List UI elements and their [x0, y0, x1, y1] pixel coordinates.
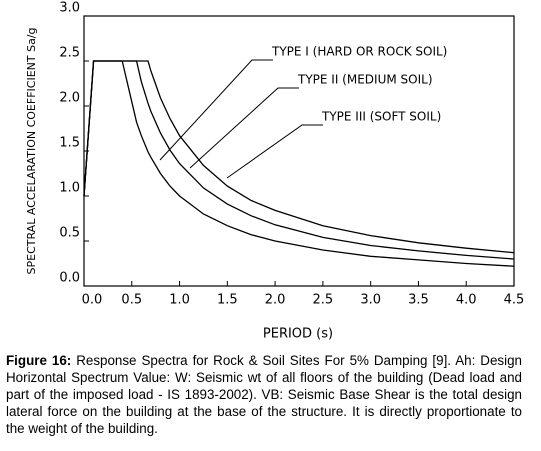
- x-tick-label: 2.0: [265, 293, 286, 308]
- x-tick-label: 1.5: [217, 293, 238, 308]
- chart: SPECTRAL ACCELARATION COEFFICIENT Sa/g P…: [25, 1, 525, 342]
- x-tick-label: 0.0: [82, 293, 103, 308]
- y-tick-label: 0.0: [59, 271, 80, 286]
- y-tick-label: 2.5: [59, 46, 80, 61]
- leader-line: [189, 87, 299, 169]
- caption-text: Response Spectra for Rock & Soil Sites F…: [6, 353, 522, 436]
- y-tick-label: 1.0: [59, 181, 80, 196]
- series-label: TYPE II (MEDIUM SOIL): [297, 73, 433, 87]
- caption-label: Figure 16:: [6, 353, 72, 368]
- y-tick-label: 0.5: [59, 226, 80, 241]
- x-tick-label: 1.0: [169, 293, 190, 308]
- x-tick-label: 4.0: [456, 293, 477, 308]
- x-axis-label: PERIOD (s): [263, 327, 333, 342]
- y-tick-label: 2.0: [59, 91, 80, 106]
- series-label: TYPE III (SOFT SOIL): [321, 110, 441, 124]
- series-label: TYPE I (HARD OR ROCK SOIL): [271, 45, 447, 59]
- leader-line: [159, 59, 273, 161]
- y-tick-label: 1.5: [59, 136, 80, 151]
- x-tick-label: 3.5: [408, 293, 429, 308]
- caption: Figure 16: Response Spectra for Rock & S…: [6, 352, 522, 437]
- x-tick-label: 4.5: [504, 293, 525, 308]
- x-tick-label: 0.5: [121, 293, 142, 308]
- y-axis-label: SPECTRAL ACCELARATION COEFFICIENT Sa/g: [25, 28, 38, 275]
- x-tick-label: 2.5: [313, 293, 334, 308]
- series-line: [83, 60, 515, 254]
- series-line: [83, 60, 515, 267]
- leader-line: [226, 124, 323, 179]
- y-tick-label: 3.0: [59, 1, 80, 16]
- x-tick-label: 3.0: [360, 293, 381, 308]
- series-line: [83, 60, 515, 260]
